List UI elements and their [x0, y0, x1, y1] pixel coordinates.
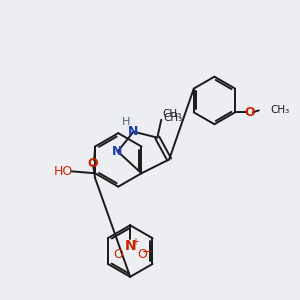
- Text: O: O: [137, 248, 147, 260]
- Text: O: O: [88, 157, 98, 170]
- Text: N: N: [128, 125, 139, 138]
- Text: N: N: [124, 239, 136, 253]
- Text: CH₃: CH₃: [271, 105, 290, 116]
- Text: +: +: [131, 237, 139, 247]
- Text: O: O: [244, 106, 255, 119]
- Text: CH₃: CH₃: [162, 109, 182, 119]
- Text: −: −: [142, 245, 152, 259]
- Text: CH₃: CH₃: [163, 113, 182, 123]
- Text: HO: HO: [54, 165, 73, 178]
- Text: O: O: [113, 248, 123, 260]
- Text: N: N: [112, 145, 122, 158]
- Text: H: H: [122, 117, 130, 127]
